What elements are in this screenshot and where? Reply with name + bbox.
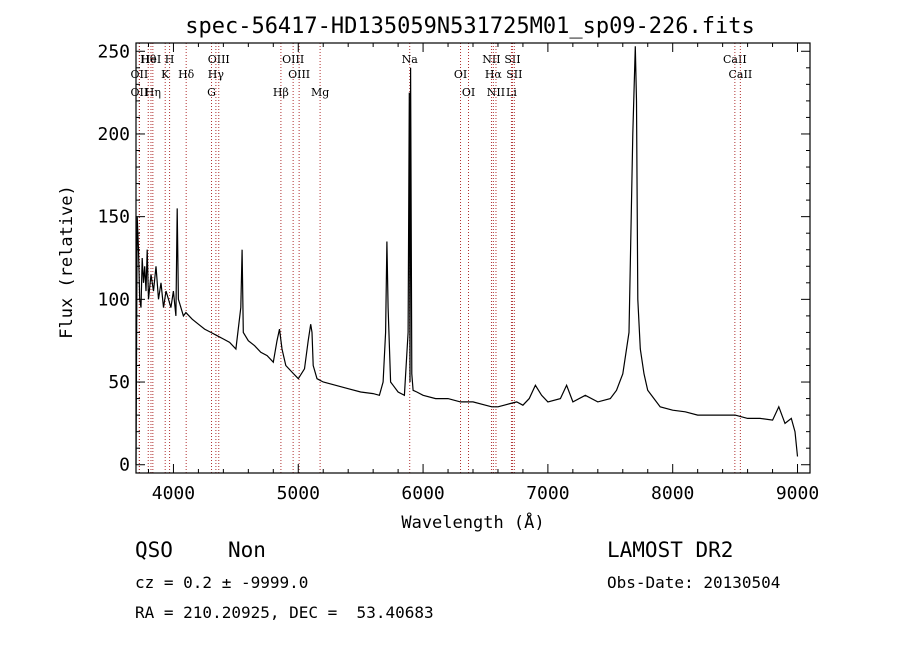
y-tick-label: 100 xyxy=(97,289,130,310)
line-label: Hα xyxy=(485,68,503,81)
y-tick-label: 50 xyxy=(108,372,130,393)
line-label: OIII xyxy=(208,53,230,66)
y-tick-label: 250 xyxy=(97,41,130,62)
line-label: HeI xyxy=(141,53,161,66)
spectrum-line-0 xyxy=(135,46,799,465)
line-label: Hβ xyxy=(273,86,289,99)
line-label: OI xyxy=(462,86,475,99)
line-label: Li xyxy=(506,86,517,99)
line-label: OII xyxy=(131,86,149,99)
line-label: Mg xyxy=(311,86,329,99)
line-label: SII xyxy=(506,68,522,81)
y-tick-label: 0 xyxy=(119,455,130,476)
survey-name: LAMOST DR2 xyxy=(607,538,734,562)
line-label: OIII xyxy=(288,68,310,81)
line-label: Hη xyxy=(145,86,161,99)
redshift-text: cz = 0.2 ± -9999.0 xyxy=(135,573,309,592)
line-label: NII xyxy=(482,53,500,66)
x-tick-label: 9000 xyxy=(776,483,819,504)
object-class: QSO xyxy=(135,538,173,562)
y-axis-label: Flux (relative) xyxy=(57,185,77,339)
line-label: OIII xyxy=(282,53,304,66)
y-tick-label: 200 xyxy=(97,124,130,145)
plot-frame xyxy=(135,42,811,474)
line-label: H xyxy=(165,53,175,66)
line-label: Hθ xyxy=(140,53,157,66)
x-tick-label: 6000 xyxy=(401,483,444,504)
x-tick-label: 5000 xyxy=(277,483,320,504)
y-tick-label: 150 xyxy=(97,207,130,228)
spectral-line-markers: HθOIIOIIHeIKHηHHδGOIIIHγHβOIIIOIIIMgNaOI… xyxy=(131,43,753,473)
object-subclass: Non xyxy=(228,538,266,562)
line-label: CaII xyxy=(723,53,747,66)
x-axis-label: Wavelength (Å) xyxy=(401,511,544,533)
chart-title: spec-56417-HD135059N531725M01_sp09-226.f… xyxy=(185,14,755,39)
x-tick-label: 4000 xyxy=(152,483,195,504)
line-label: Na xyxy=(402,53,419,66)
axes: 4000 5000 6000 7000 8000 9000 0 50 100 150 200 250 xyxy=(97,41,819,504)
line-label: G xyxy=(207,86,216,99)
line-label: Hδ xyxy=(178,68,195,81)
line-label: K xyxy=(161,68,170,81)
x-tick-label: 7000 xyxy=(526,483,569,504)
line-label: OI xyxy=(454,68,467,81)
plot-area xyxy=(135,46,799,465)
coordinates-text: RA = 210.20925, DEC = 53.40683 xyxy=(135,603,434,622)
x-tick-label: 8000 xyxy=(651,483,694,504)
line-label: NII xyxy=(487,86,505,99)
line-label: Hγ xyxy=(208,68,225,81)
obs-date-text: Obs-Date: 20130504 xyxy=(607,573,781,592)
line-label: CaII xyxy=(729,68,753,81)
line-label: SII xyxy=(504,53,520,66)
line-label: OII xyxy=(131,68,149,81)
